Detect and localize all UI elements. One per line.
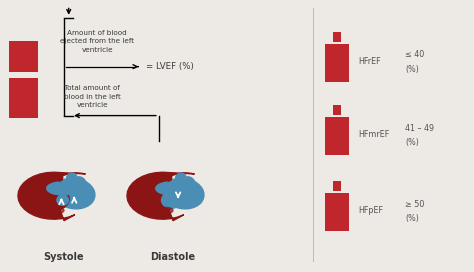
Ellipse shape bbox=[150, 188, 178, 211]
Text: = LVEF (%): = LVEF (%) bbox=[146, 61, 194, 71]
Text: Amount of blood
ejected from the left
ventricle: Amount of blood ejected from the left ve… bbox=[60, 30, 134, 52]
Bar bbox=[333, 181, 341, 191]
Bar bbox=[325, 117, 349, 155]
Ellipse shape bbox=[66, 173, 77, 183]
Text: HFrEF: HFrEF bbox=[358, 57, 381, 66]
Ellipse shape bbox=[76, 177, 86, 185]
Bar bbox=[9, 78, 38, 118]
Text: Diastole: Diastole bbox=[150, 252, 196, 262]
Text: (%): (%) bbox=[405, 138, 419, 147]
Bar bbox=[9, 41, 38, 72]
Ellipse shape bbox=[160, 208, 173, 213]
Text: Systole: Systole bbox=[44, 252, 84, 262]
Ellipse shape bbox=[51, 208, 64, 213]
Ellipse shape bbox=[57, 195, 68, 205]
Ellipse shape bbox=[185, 177, 195, 185]
Ellipse shape bbox=[47, 182, 79, 195]
Ellipse shape bbox=[41, 188, 69, 211]
Bar bbox=[333, 32, 341, 42]
Polygon shape bbox=[18, 172, 85, 221]
Text: HFpEF: HFpEF bbox=[358, 206, 383, 215]
Text: (%): (%) bbox=[405, 65, 419, 74]
Ellipse shape bbox=[36, 180, 59, 207]
Polygon shape bbox=[127, 172, 194, 221]
Ellipse shape bbox=[163, 178, 204, 209]
Ellipse shape bbox=[162, 192, 182, 208]
Bar bbox=[333, 105, 341, 115]
Ellipse shape bbox=[54, 178, 95, 209]
Ellipse shape bbox=[55, 174, 63, 181]
Ellipse shape bbox=[164, 174, 172, 181]
Ellipse shape bbox=[156, 182, 188, 195]
Text: ≤ 40: ≤ 40 bbox=[405, 50, 425, 60]
Ellipse shape bbox=[175, 173, 186, 183]
Ellipse shape bbox=[145, 180, 168, 207]
Bar bbox=[325, 44, 349, 82]
Text: Total amount of
blood in the left
ventricle: Total amount of blood in the left ventri… bbox=[64, 85, 121, 108]
Text: ≥ 50: ≥ 50 bbox=[405, 200, 425, 209]
Text: HFmrEF: HFmrEF bbox=[358, 130, 389, 139]
Text: 41 – 49: 41 – 49 bbox=[405, 124, 434, 133]
Text: (%): (%) bbox=[405, 214, 419, 224]
Bar bbox=[325, 193, 349, 231]
